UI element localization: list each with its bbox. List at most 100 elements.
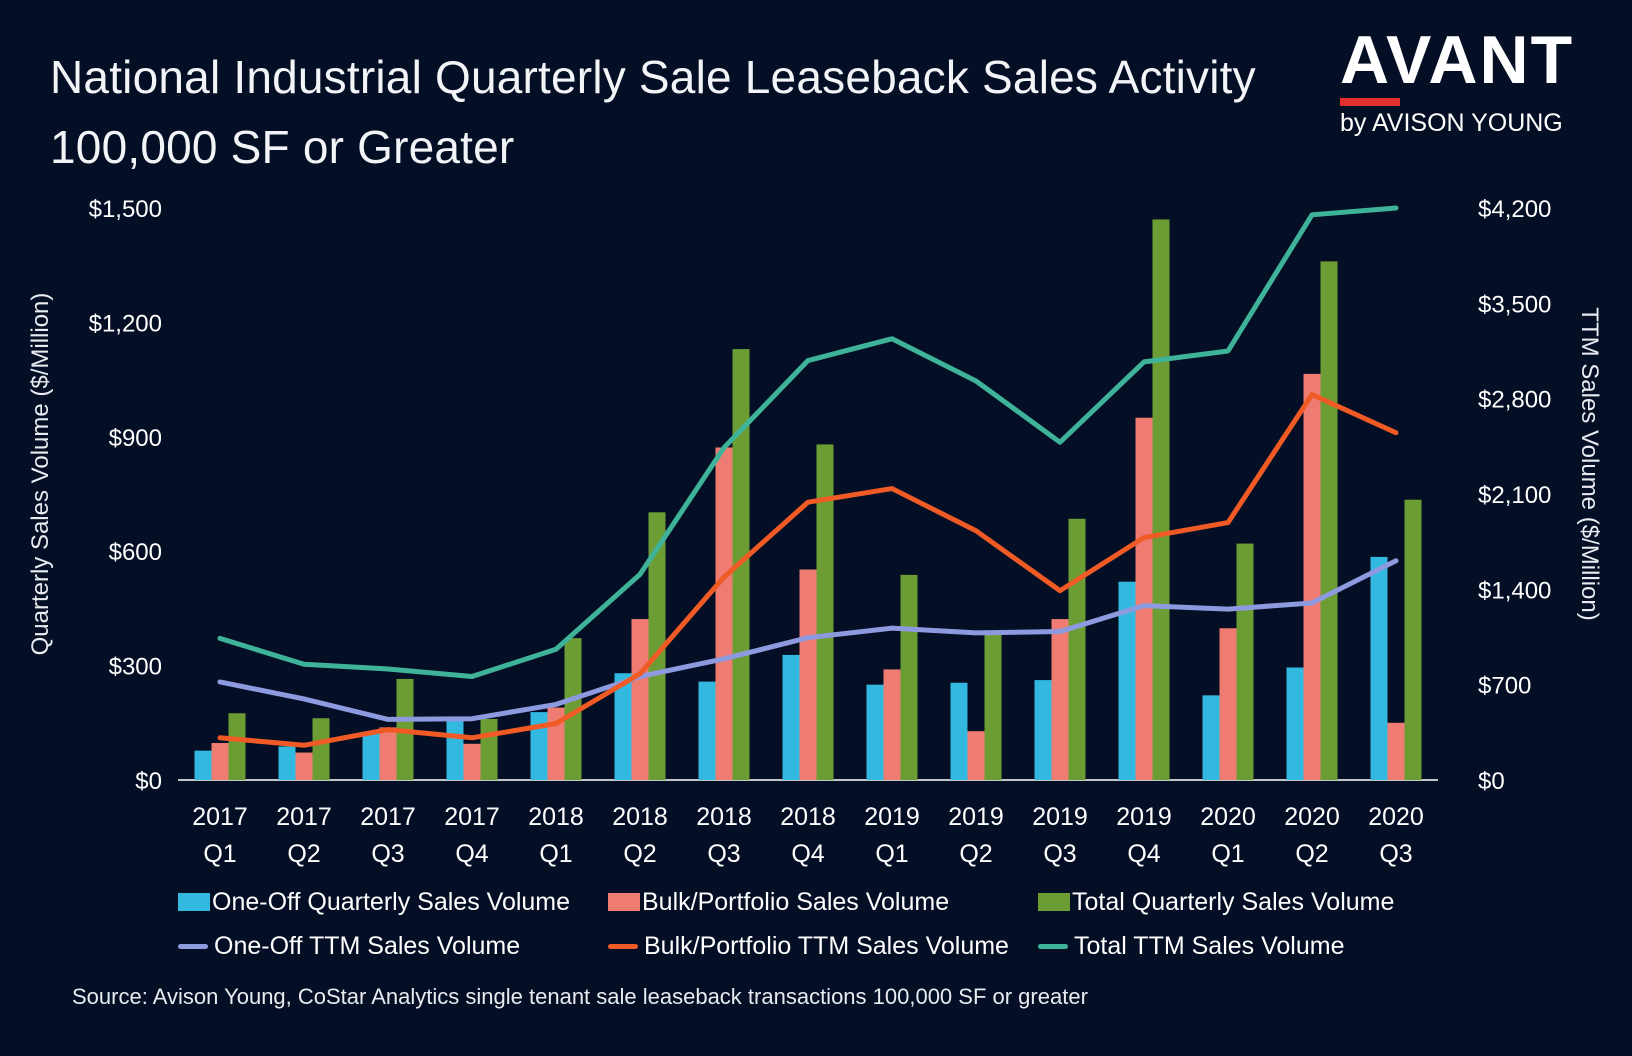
bar-bulk: [1303, 373, 1321, 780]
bar-one-off: [698, 681, 716, 780]
bar-one-off: [1118, 581, 1136, 780]
legend-label-one-off-bar: One-Off Quarterly Sales Volume: [212, 887, 571, 916]
bar-one-off: [362, 732, 380, 780]
bar-bulk: [1051, 619, 1069, 780]
logo-wordmark: AVANT: [1340, 22, 1575, 98]
x-tick-label-year: 2020: [1284, 803, 1340, 831]
bar-one-off: [950, 682, 968, 780]
avant-logo: AVANT by AVISON YOUNG: [1340, 24, 1600, 138]
chart-title: National Industrial Quarterly Sale Lease…: [50, 42, 1256, 182]
bar-total: [1404, 499, 1422, 780]
legend-label-total-line: Total TTM Sales Volume: [1074, 931, 1345, 960]
x-tick-label-year: 2018: [696, 803, 752, 831]
bar-total: [1236, 543, 1254, 780]
x-tick-label-quarter: Q2: [287, 840, 320, 868]
bar-bulk: [631, 619, 649, 780]
bar-total: [648, 512, 666, 780]
legend-row-bars: One-Off Quarterly Sales Volume Bulk/Port…: [178, 880, 1458, 924]
y2-tick-label: $2,100: [1478, 482, 1551, 509]
legend-swatch-one-off-line: [178, 943, 208, 949]
bar-one-off: [866, 684, 884, 780]
y2-tick-label: $700: [1478, 673, 1531, 700]
x-tick-label-year: 2018: [612, 803, 668, 831]
line-one-off-ttm: [217, 558, 1399, 722]
source-note: Source: Avison Young, CoStar Analytics s…: [72, 984, 1088, 1009]
legend-item-total-bar: Total Quarterly Sales Volume: [1038, 888, 1394, 917]
x-tick-label-year: 2017: [360, 803, 416, 831]
line-total-ttm: [217, 205, 1399, 679]
bar-one-off: [1286, 667, 1304, 780]
x-tick-label-year: 2019: [1116, 803, 1172, 831]
y-tick-label: $1,500: [89, 196, 162, 223]
y-tick-label: $0: [135, 768, 162, 795]
legend-label-bulk-line: Bulk/Portfolio TTM Sales Volume: [644, 931, 1009, 960]
bar-total: [1152, 219, 1170, 780]
x-tick-label-quarter: Q1: [1211, 840, 1244, 868]
x-tick-label-year: 2018: [780, 803, 836, 831]
legend-item-one-off-line: One-Off TTM Sales Volume: [178, 932, 608, 961]
x-tick-label-quarter: Q3: [1043, 840, 1076, 868]
legend-swatch-bulk-line: [608, 943, 638, 949]
y-tick-label: $600: [109, 539, 162, 566]
x-tick-label-year: 2020: [1200, 803, 1256, 831]
x-tick-label-quarter: Q3: [707, 840, 740, 868]
chart-legend: One-Off Quarterly Sales Volume Bulk/Port…: [178, 880, 1458, 968]
legend-swatch-bulk-bar: [608, 893, 640, 911]
x-tick-label-quarter: Q1: [203, 840, 236, 868]
bar-one-off: [1370, 556, 1388, 780]
bar-one-off: [782, 654, 800, 780]
x-tick-label-quarter: Q4: [1127, 840, 1160, 868]
x-tick-label-quarter: Q1: [875, 840, 908, 868]
x-tick-label-year: 2018: [528, 803, 584, 831]
x-tick-label-quarter: Q3: [1379, 840, 1412, 868]
x-tick-label-quarter: Q1: [539, 840, 572, 868]
bar-bulk: [715, 447, 733, 780]
bar-bulk: [379, 727, 397, 780]
x-tick-label-quarter: Q3: [371, 840, 404, 868]
bar-bulk: [211, 743, 229, 780]
bar-one-off: [1034, 680, 1052, 780]
legend-item-one-off-bar: One-Off Quarterly Sales Volume: [178, 888, 608, 917]
bar-bulk: [463, 743, 481, 780]
legend-item-total-line: Total TTM Sales Volume: [1038, 932, 1344, 961]
bar-total: [228, 713, 246, 780]
bar-bulk: [1387, 722, 1405, 780]
y2-tick-label: $2,800: [1478, 387, 1551, 414]
y-tick-label: $300: [109, 654, 162, 681]
bar-bulk: [883, 669, 901, 780]
x-tick-label-quarter: Q4: [455, 840, 488, 868]
bar-total: [984, 633, 1002, 780]
legend-item-bulk-bar: Bulk/Portfolio Sales Volume: [608, 888, 1038, 917]
bar-total: [312, 718, 330, 780]
bar-total: [1068, 518, 1086, 780]
y-tick-label: $1,200: [89, 310, 162, 337]
bar-total: [900, 574, 918, 780]
chart-title-line2: 100,000 SF or Greater: [50, 121, 515, 173]
bar-total: [480, 718, 498, 780]
x-tick-label-year: 2019: [1032, 803, 1088, 831]
y-tick-label: $900: [109, 425, 162, 452]
y-axis-title: Quarterly Sales Volume ($/Million): [27, 293, 54, 656]
legend-swatch-total-line: [1038, 943, 1068, 949]
bar-one-off: [278, 746, 296, 780]
legend-item-bulk-line: Bulk/Portfolio TTM Sales Volume: [608, 932, 1038, 961]
bar-bulk: [967, 731, 985, 780]
legend-swatch-one-off-bar: [178, 893, 210, 911]
x-tick-label-year: 2017: [192, 803, 248, 831]
y2-tick-label: $3,500: [1478, 291, 1551, 318]
y2-tick-label: $1,400: [1478, 577, 1551, 604]
bar-one-off: [1202, 695, 1220, 780]
bar-total: [816, 444, 834, 780]
bar-total: [564, 638, 582, 780]
x-tick-label-quarter: Q2: [1295, 840, 1328, 868]
legend-label-one-off-line: One-Off TTM Sales Volume: [214, 931, 521, 960]
bar-bulk: [1135, 417, 1153, 780]
bar-bulk: [1219, 628, 1237, 780]
bar-one-off: [194, 750, 212, 780]
chart-title-line1: National Industrial Quarterly Sale Lease…: [50, 51, 1256, 103]
y2-tick-label: $0: [1478, 768, 1505, 795]
x-tick-label-year: 2017: [276, 803, 332, 831]
legend-label-bulk-bar: Bulk/Portfolio Sales Volume: [642, 887, 950, 916]
bar-bulk: [295, 752, 313, 780]
bar-one-off: [614, 673, 632, 780]
